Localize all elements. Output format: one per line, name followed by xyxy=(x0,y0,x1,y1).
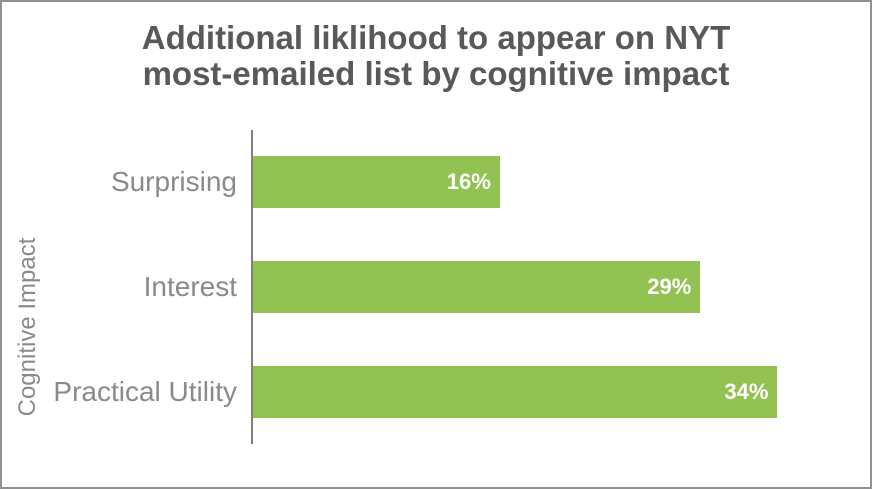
bar-value-label: 29% xyxy=(647,273,692,299)
category-label-interest: Interest xyxy=(143,270,237,302)
bar-track: 29% xyxy=(251,234,870,340)
bar-value-label: 16% xyxy=(446,169,491,195)
bar-track: 34% xyxy=(251,339,870,444)
bar-practical-utility: 34% xyxy=(253,365,778,418)
bar-track: 16% xyxy=(251,130,870,235)
category-label-practical-utility: Practical Utility xyxy=(53,375,237,407)
bar-value-label: 34% xyxy=(724,378,769,404)
bar-surprising: 16% xyxy=(253,156,500,209)
bar-interest: 29% xyxy=(253,260,701,313)
plot-area: Surprising 16% Interest 29% Practical Ut… xyxy=(2,130,870,444)
chart-title: Additional liklihood to appear on NYT mo… xyxy=(141,19,731,93)
bar-row-practical-utility: Practical Utility 34% xyxy=(2,339,870,444)
category-label-surprising: Surprising xyxy=(110,166,237,198)
bar-row-interest: Interest 29% xyxy=(2,234,870,340)
bar-row-surprising: Surprising 16% xyxy=(2,130,870,235)
